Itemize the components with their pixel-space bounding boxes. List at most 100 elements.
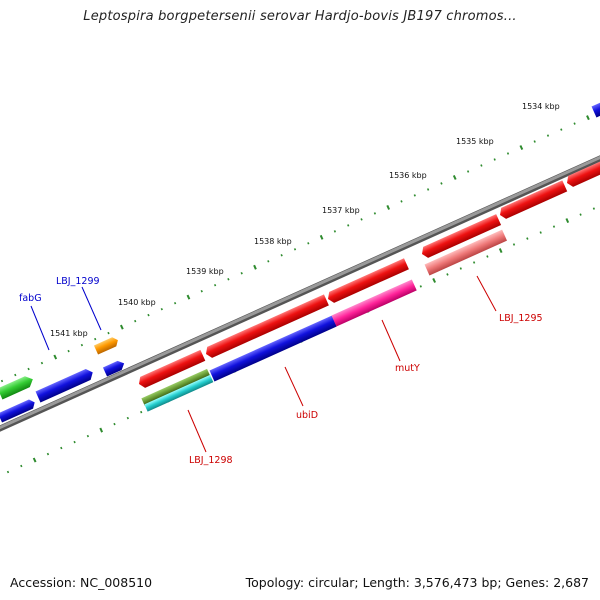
tick-mark	[533, 140, 536, 143]
tick-mark	[539, 231, 542, 234]
tick-mark	[459, 267, 462, 270]
gene-feature[interactable]	[204, 294, 329, 359]
tick-mark	[560, 128, 563, 131]
tick-mark	[60, 446, 63, 450]
gene-labels: fabG LBJ_1299 LBJ_1298 ubiD mutY LBJ_129…	[19, 276, 543, 466]
tick-mark	[267, 260, 270, 263]
tick-mark	[586, 115, 590, 121]
tick-mark	[140, 410, 143, 414]
gene-feature[interactable]	[420, 214, 502, 259]
tick-mark	[579, 213, 582, 216]
gene-feature[interactable]	[331, 279, 417, 327]
tick-mark	[452, 174, 457, 180]
gene-feature[interactable]	[209, 315, 337, 382]
gene-feature[interactable]	[102, 359, 126, 377]
tick-mark	[32, 457, 37, 463]
tick-mark	[213, 283, 217, 287]
gene-feature[interactable]	[498, 180, 568, 220]
gene-feature[interactable]	[141, 368, 211, 406]
gene-feature[interactable]	[326, 258, 409, 304]
tick-mark	[413, 194, 416, 197]
kbp-label: 1535 kbp	[456, 137, 494, 146]
tick-mark	[400, 200, 403, 203]
gene-label-lbj1295[interactable]: LBJ_1295	[499, 313, 543, 324]
tick-mark	[253, 264, 257, 270]
tick-mark	[426, 188, 430, 191]
gene-feature[interactable]	[591, 94, 600, 118]
lbj1295-leader-line	[476, 275, 497, 312]
tick-mark	[552, 225, 556, 228]
gene-label-ubiD[interactable]: ubiD	[296, 410, 318, 421]
tick-mark	[373, 212, 377, 215]
tick-mark	[472, 261, 476, 264]
tick-mark	[565, 218, 570, 224]
tick-mark	[27, 367, 30, 371]
tick-mark	[519, 145, 524, 151]
tick-mark	[0, 379, 4, 383]
tick-mark	[592, 207, 596, 210]
tick-mark	[386, 204, 391, 210]
label-leader-lines	[30, 275, 497, 453]
tick-mark	[493, 158, 496, 161]
tick-mark	[107, 331, 110, 335]
tick-mark	[506, 152, 510, 155]
kbp-label: 1539 kbp	[186, 267, 224, 276]
kbp-label: 1541 kbp	[50, 329, 88, 338]
tick-mark	[134, 319, 137, 323]
gene-feature[interactable]	[424, 229, 507, 276]
tick-mark	[240, 271, 243, 275]
tick-mark	[40, 361, 44, 365]
tick-mark	[466, 170, 470, 173]
tick-mark	[73, 440, 76, 444]
tick-mark	[67, 349, 70, 353]
tick-mark	[307, 242, 310, 245]
gene-label-lbj1299[interactable]: LBJ_1299	[56, 276, 100, 287]
tick-mark	[546, 134, 550, 137]
tick-mark	[53, 354, 58, 360]
kbp-label: 1540 kbp	[118, 298, 156, 307]
gene-label-mutY[interactable]: mutY	[395, 363, 420, 374]
tick-mark	[432, 277, 437, 283]
gene-feature[interactable]	[137, 349, 206, 390]
tick-mark	[46, 452, 50, 456]
tick-mark	[419, 285, 422, 288]
tick-mark	[347, 224, 350, 227]
gene-label-lbj1298[interactable]: LBJ_1298	[189, 455, 233, 466]
gene-feature[interactable]	[35, 367, 96, 403]
tick-mark	[126, 416, 130, 420]
accession-text: Accession: NC_008510	[10, 575, 153, 590]
tick-mark	[512, 243, 516, 246]
tick-mark	[119, 324, 124, 330]
kbp-labels: 1534 kbp 1535 kbp 1536 kbp 1537 kbp 1538…	[50, 102, 560, 338]
tick-mark	[14, 373, 17, 377]
inner-ring-features	[0, 229, 507, 423]
tick-mark	[160, 307, 163, 311]
tick-mark	[440, 182, 443, 185]
tick-mark	[20, 464, 23, 468]
gene-feature[interactable]	[144, 374, 214, 412]
tick-mark	[86, 434, 90, 438]
tick-mark	[80, 343, 84, 347]
ubiD-leader-line	[284, 366, 304, 407]
tick-mark	[113, 422, 116, 426]
mutY-leader-line	[381, 319, 401, 362]
lbj1298-leader-line	[187, 409, 207, 453]
tick-mark	[480, 164, 483, 167]
gene-feature[interactable]	[0, 398, 37, 423]
gene-feature[interactable]	[565, 152, 600, 189]
tick-mark	[227, 277, 230, 281]
gene-feature[interactable]	[0, 374, 35, 400]
map-title: Leptospira borgpetersenii serovar Hardjo…	[83, 9, 517, 24]
gene-label-fabG[interactable]: fabG	[19, 293, 42, 304]
tick-mark	[173, 301, 177, 305]
tick-mark	[293, 248, 297, 251]
tick-mark	[186, 294, 191, 300]
kbp-label: 1536 kbp	[389, 171, 427, 180]
tick-mark	[446, 273, 449, 276]
fabG-leader-line	[30, 305, 50, 351]
kbp-label: 1538 kbp	[254, 237, 292, 246]
gene-feature[interactable]	[93, 336, 120, 355]
tick-mark	[486, 255, 489, 258]
tick-mark	[526, 237, 529, 240]
forward-strand-features	[0, 94, 600, 403]
